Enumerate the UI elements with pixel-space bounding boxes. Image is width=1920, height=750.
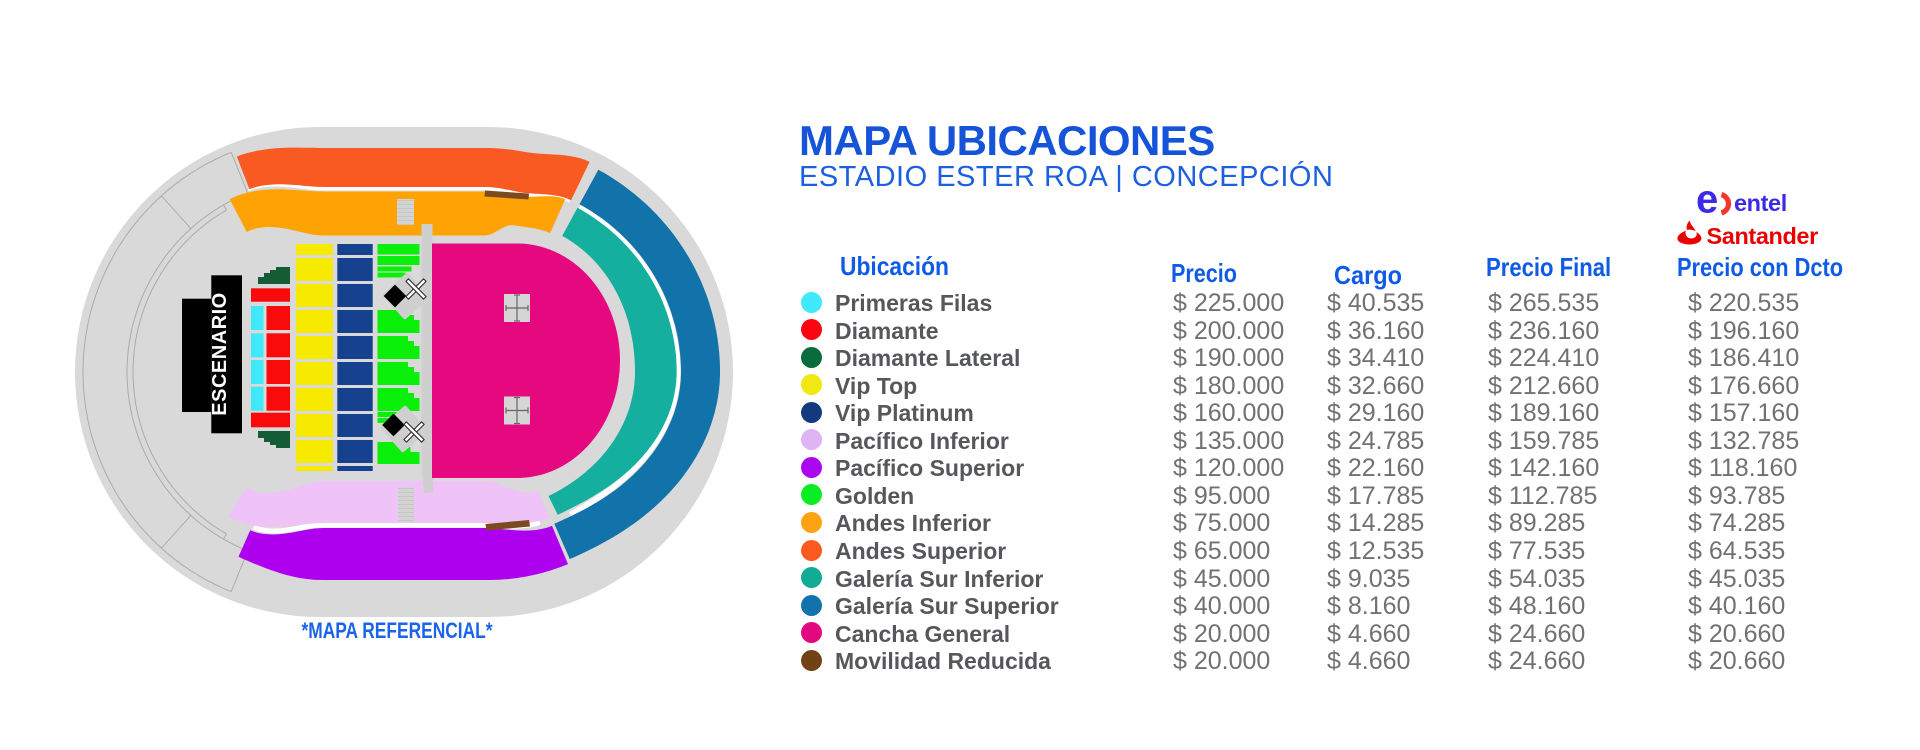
svg-text:e: e [1696,186,1718,222]
svg-text:Santander: Santander [1707,223,1819,248]
svg-text:entel: entel [1734,190,1787,216]
svg-text:ESCENARIO: ESCENARIO [209,292,231,415]
svg-text:*MAPA REFERENCIAL*: *MAPA REFERENCIAL* [302,618,493,643]
